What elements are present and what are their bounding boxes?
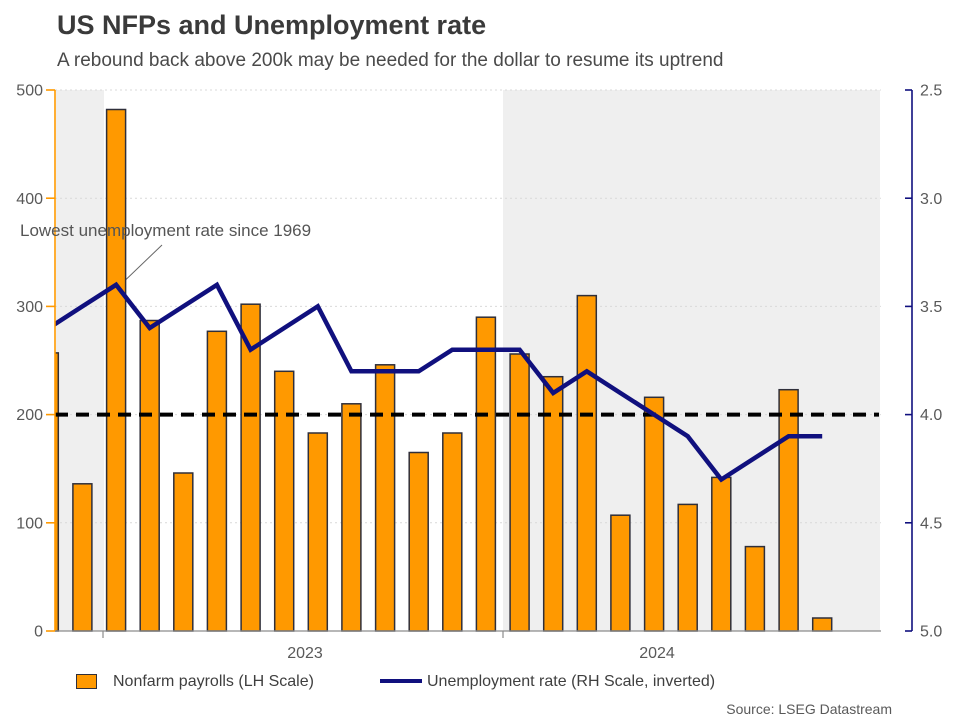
chart-subtitle: A rebound back above 200k may be needed …	[57, 50, 724, 71]
bar-Jan-23	[105, 108, 127, 632]
source-credit: Source: LSEG Datastream	[726, 701, 892, 717]
bar-Oct-24	[811, 617, 833, 632]
left-axis-tick-label: 500	[16, 83, 43, 100]
legend-label-nonfarm-payrolls: Nonfarm payrolls (LH Scale)	[113, 673, 314, 690]
bar-Jun-23	[273, 370, 295, 632]
bar-Apr-24	[610, 514, 631, 632]
right-axis-tick-label: 4.0	[920, 407, 942, 424]
right-axis-tick-label: 3.5	[920, 299, 942, 316]
bar-Jun-24	[677, 503, 698, 632]
x-axis-year-label-2023: 2023	[287, 645, 323, 662]
x-axis-year-label-2024: 2024	[639, 645, 675, 662]
bar-Sep-24	[778, 388, 799, 632]
bar-Jan-24	[509, 353, 530, 632]
unemployment-rate-line	[55, 281, 823, 483]
left-axis-tick-label: 0	[34, 624, 43, 641]
bar-May-24	[643, 396, 665, 632]
bar-Nov-22	[55, 352, 60, 632]
left-axis-tick-label: 300	[16, 299, 43, 316]
bar-Nov-23	[442, 432, 463, 632]
bar-Mar-24	[576, 294, 598, 632]
right-axis-tick-label: 4.5	[920, 515, 942, 532]
legend-label-unemployment-rate: Unemployment rate (RH Scale, inverted)	[427, 673, 716, 690]
left-axis-tick-label: 400	[16, 191, 43, 208]
bar-Sep-23	[374, 364, 396, 632]
bar-Mar-23	[173, 472, 194, 632]
bar-Dec-22	[72, 483, 93, 632]
right-axis-tick-label: 2.5	[920, 83, 942, 100]
bar-Oct-23	[408, 451, 429, 632]
bar-Apr-23	[206, 330, 228, 632]
unemployment-line-path	[55, 281, 823, 483]
right-axis-tick-label: 3.0	[920, 191, 942, 208]
annotation-label: Lowest unemployment rate since 1969	[20, 221, 312, 240]
nonfarm-payrolls-bars	[55, 108, 833, 632]
left-axis-tick-label: 100	[16, 515, 43, 532]
chart-title: US NFPs and Unemployment rate	[57, 10, 487, 40]
bar-Jul-23	[307, 432, 329, 632]
right-axis-tick-label: 5.0	[920, 624, 942, 641]
bar-Aug-24	[744, 545, 766, 632]
bar-Dec-23	[475, 316, 497, 632]
left-axis-tick-label: 200	[16, 407, 43, 424]
bar-Aug-23	[341, 403, 362, 632]
legend: Nonfarm payrolls (LH Scale) Unemployment…	[0, 668, 960, 696]
legend-bar-swatch-icon	[76, 674, 97, 689]
bar-Feb-23	[139, 319, 160, 632]
legend-line-swatch-icon	[380, 679, 422, 683]
bar-Jul-24	[711, 476, 732, 632]
bar-May-23	[240, 303, 261, 632]
